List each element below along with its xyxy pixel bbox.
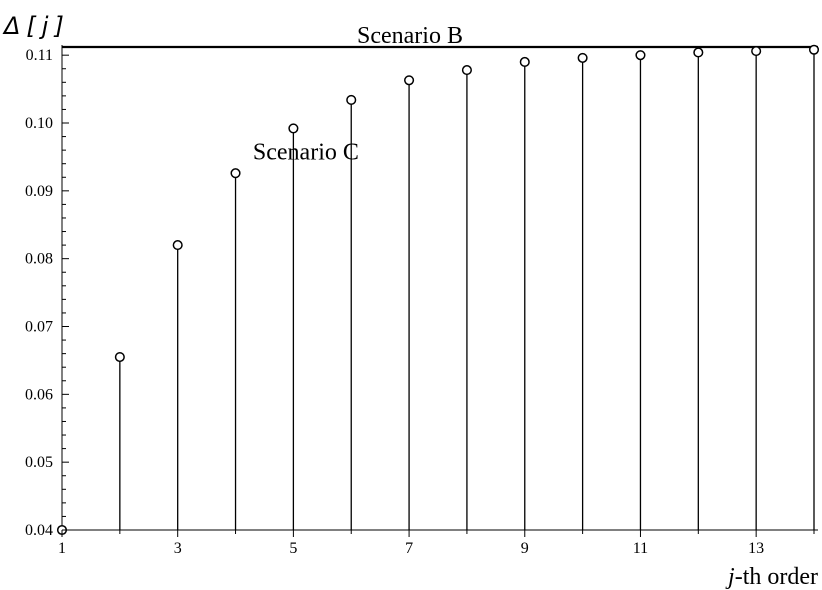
y-axis-label-symbol: Δ — [2, 12, 20, 40]
data-point — [461, 65, 472, 76]
x-tick-label: 3 — [174, 540, 182, 557]
data-point — [114, 351, 125, 363]
x-tick-label: 1 — [58, 540, 66, 557]
stems — [119, 54, 815, 530]
data-point — [172, 240, 183, 251]
data-point — [346, 94, 357, 105]
scenario-b-label: Scenario B — [357, 23, 463, 49]
data-point — [693, 47, 704, 58]
y-axis-label: Δ[j] — [2, 12, 64, 40]
x-tick-label: 13 — [748, 540, 764, 557]
y-tick-label: 0.06 — [25, 386, 53, 403]
data-point — [577, 52, 588, 63]
y-tick-label: 0.10 — [25, 115, 53, 132]
y-tick-label: 0.05 — [25, 454, 53, 471]
y-tick-label: 0.04 — [25, 522, 53, 539]
data-point — [404, 75, 415, 86]
data-point — [751, 46, 762, 57]
x-tick-label: 11 — [633, 540, 648, 557]
x-axis-label-suffix: -th order — [735, 564, 818, 590]
y-tick-label: 0.09 — [25, 183, 53, 200]
y-axis-label-close-bracket: ] — [53, 12, 63, 40]
y-tick-label: 0.08 — [25, 251, 53, 268]
data-point — [230, 168, 241, 179]
x-tick-label: 5 — [289, 540, 297, 557]
x-tick-label: 9 — [521, 540, 529, 557]
data-point — [808, 44, 820, 55]
x-tick-label: 7 — [405, 540, 413, 557]
ticks: 0.040.050.060.070.080.090.100.111 3 5 7 9 11 1… — [25, 47, 815, 557]
data-point — [635, 50, 646, 61]
y-tick-label: 0.11 — [26, 47, 53, 64]
y-axis-label-index: j — [39, 12, 49, 40]
data-point — [519, 56, 530, 68]
y-axis-label-open-bracket: [ — [26, 12, 37, 40]
x-axis-label: j-th order — [725, 564, 818, 590]
scenario-c-label: Scenario C — [253, 140, 359, 166]
y-tick-label: 0.07 — [25, 319, 53, 336]
x-axis-label-index: j — [725, 564, 735, 590]
axes — [61, 45, 818, 531]
markers — [56, 44, 820, 536]
data-point — [288, 123, 299, 134]
